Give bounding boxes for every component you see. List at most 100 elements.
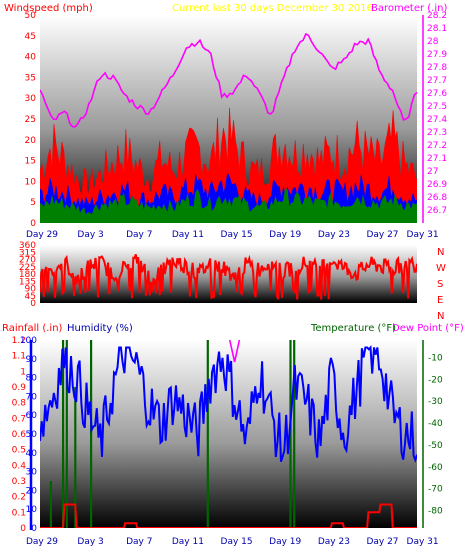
windspeed-tick-label: 45 [25,32,36,42]
barometer-tick-label: 27.9 [427,50,447,60]
dewpoint-series [228,340,241,363]
rainfall-tick-label: 0 [20,524,26,534]
windspeed-tick-label: 5 [30,198,36,208]
windspeed-tick-label: 30 [25,94,37,104]
x-tick-label-bottom: Day 27 [366,537,398,547]
direction-label-n2: N [437,311,444,322]
rainfall-tick-label: 1.1 [12,352,26,362]
temperature-tick-label: -70 [428,485,443,495]
rainfall-tick-label: 0.8 [12,399,27,409]
barometer-tick-label: 26.7 [427,206,447,216]
barometer-series [40,32,417,128]
direction-tick-label: 360 [19,241,36,251]
x-tick-label-bottom: Day 23 [318,537,350,547]
barometer-tick-label: 28.2 [427,11,447,21]
x-tick-label-top: Day 19 [269,230,301,240]
direction-tick-label: 225 [19,263,36,273]
wind-low-series [40,188,417,223]
direction-tick-label: 0 [30,299,36,309]
barometer-tick-label: 27.7 [427,76,447,86]
x-tick-label-top: Day 23 [318,230,350,240]
barometer-tick-label: 27.1 [427,154,447,164]
windspeed-tick-label: 35 [25,73,36,83]
barometer-tick-label: 26.9 [427,180,447,190]
x-tick-label-top: Day 3 [77,230,103,240]
rainfall-tick-label: 0.4 [12,461,27,471]
direction-tick-label: 90 [25,285,37,295]
rainfall-tick-label: 0.7 [12,414,26,424]
x-tick-label-bottom: Day 11 [172,537,204,547]
humidity-tick-label: 100 [20,336,37,346]
windspeed-tick-label: 25 [25,115,36,125]
x-tick-label-bottom: Day 19 [269,537,301,547]
windspeed-tick-label: 0 [30,219,36,229]
direction-label-s: S [437,279,443,290]
windspeed-tick-label: 15 [25,157,36,167]
windspeed-tick-label: 20 [25,136,37,146]
windspeed-tick-label: 50 [25,11,37,21]
x-tick-label-top: Day 7 [126,230,152,240]
humidity-label: Humidity (%) [67,323,133,334]
barometer-tick-label: 27 [427,167,438,177]
rainfall-tick-label: 1.2 [12,336,26,346]
barometer-tick-label: 27.4 [427,115,447,125]
barometer-tick-label: 27.6 [427,89,447,99]
rainfall-tick-label: 1 [20,367,26,377]
direction-tick-label: 270 [19,256,36,266]
temperature-tick-label: -30 [428,397,443,407]
barometer-tick-label: 28.1 [427,24,447,34]
rainfall-tick-label: 0.9 [12,383,27,393]
temperature-tick-label: -50 [428,441,443,451]
dewpoint-label: Dew Point (°F) [392,323,464,334]
axes: 0510152025303540455026.726.826.92727.127… [12,11,448,547]
humidity-tick-label: 0 [31,524,37,534]
x-tick-label-top: Day 29 [26,230,58,240]
barometer-tick-label: 28 [427,37,439,47]
x-tick-label-bottom: Day 15 [221,537,253,547]
x-tick-label-top: Day 15 [221,230,253,240]
direction-series [40,253,417,300]
x-tick-label-bottom: Day 29 [26,537,58,547]
temperature-tick-label: -40 [428,419,443,429]
direction-tick-label: 180 [19,270,36,280]
wind-plot [40,32,417,223]
windspeed-tick-label: 10 [25,177,37,187]
barometer-tick-label: 26.8 [427,193,447,203]
windspeed-label: Windspeed (mph) [4,3,93,14]
windspeed-tick-label: 40 [25,53,37,63]
x-tick-label-bottom: Day 7 [126,537,152,547]
x-tick-label-top: Day 11 [172,230,204,240]
temperature-tick-label: -10 [428,354,443,364]
temperature-tick-label: -60 [428,463,443,473]
rainfall-tick-label: 0.1 [12,508,26,518]
x-tick-label-bottom: Day 3 [77,537,103,547]
humidity-series [40,345,417,463]
barometer-label: Barometer (.in) [371,3,447,14]
rainfall-tick-label: 0.3 [12,477,26,487]
direction-tick-label: 45 [25,292,36,302]
rainfall-tick-label: 0.2 [12,493,26,503]
barometer-tick-label: 27.2 [427,141,447,151]
barometer-tick-label: 27.3 [427,128,447,138]
x-tick-label-top: Day 31 [407,230,439,240]
direction-label-n: N [437,247,444,258]
direction-tick-label: 135 [19,277,36,287]
x-tick-label-bottom: Day 31 [407,537,439,547]
rainfall-tick-label: 0.6 [12,430,27,440]
barometer-tick-label: 27.5 [427,102,447,112]
temperature-tick-label: -80 [428,507,443,517]
rainfall-label: Rainfall (.in) [2,323,63,334]
direction-label-w: W [436,263,446,274]
rain-plot [40,340,417,528]
rainfall-tick-label: 0.5 [12,446,26,456]
chart-title: Current last 30 days December 30 2016 [172,3,373,14]
direction-label-e: E [437,295,443,306]
temperature-tick-label: -20 [428,375,443,385]
barometer-tick-label: 27.8 [427,63,447,73]
direction-tick-label: 315 [19,248,36,258]
x-tick-label-top: Day 27 [366,230,398,240]
direction-plot [40,253,417,300]
temperature-label: Temperature (°F) [310,323,396,334]
